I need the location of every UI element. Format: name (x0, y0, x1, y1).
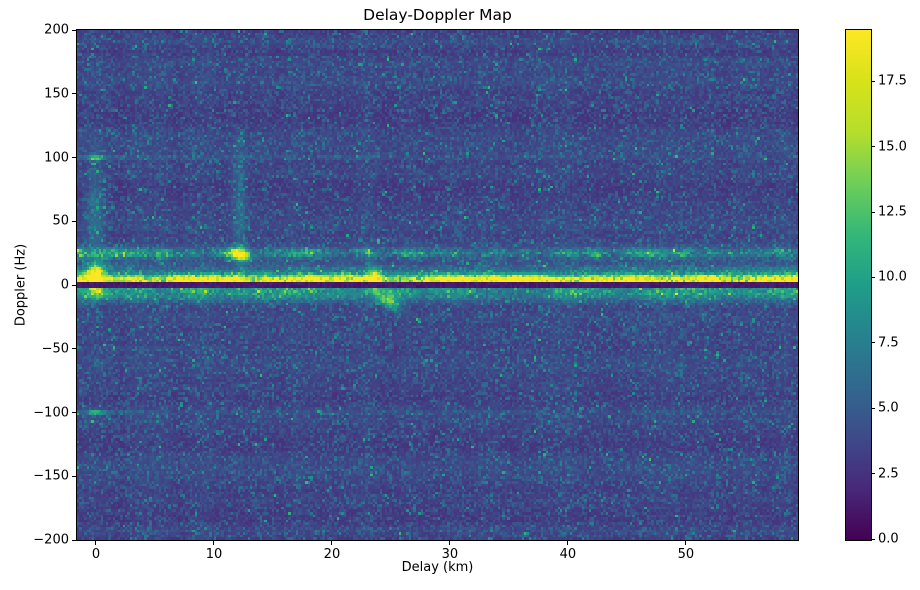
heatmap-canvas (77, 30, 798, 540)
x-tick-label: 50 (677, 547, 695, 562)
x-tick-label: 40 (559, 547, 577, 562)
y-tick-label: 100 (44, 150, 69, 165)
colorbar-tick-mark (871, 342, 875, 344)
x-tick-mark (213, 541, 215, 545)
y-tick-mark (72, 157, 76, 158)
y-tick-label: 50 (52, 213, 69, 229)
x-tick-label: 20 (323, 547, 341, 562)
y-tick-mark (72, 284, 76, 286)
y-tick-label: 150 (44, 86, 69, 102)
y-tick-mark (72, 348, 76, 350)
x-tick-mark (567, 541, 569, 545)
x-tick-mark (331, 541, 333, 545)
y-axis-label: Doppler (Hz) (13, 243, 29, 327)
colorbar-tick-mark (871, 146, 875, 148)
colorbar-tick-label: 17.5 (878, 73, 907, 89)
x-tick-mark (95, 541, 97, 545)
chart-title: Delay-Doppler Map (363, 6, 512, 24)
y-tick-mark (72, 412, 76, 413)
colorbar-tick-mark (871, 211, 875, 213)
colorbar-tick-label: 10.0 (878, 269, 907, 285)
y-tick-label: 200 (44, 22, 69, 38)
y-tick-mark (72, 539, 76, 541)
colorbar-tick-mark (871, 538, 875, 540)
x-tick-label: 10 (205, 547, 223, 562)
colorbar-tick-label: 12.5 (878, 204, 907, 220)
y-tick-mark (72, 29, 76, 31)
y-tick-mark (72, 475, 76, 477)
colorbar (845, 29, 872, 541)
colorbar-tick-label: 15.0 (878, 139, 907, 155)
colorbar-tick-mark (871, 407, 875, 409)
colorbar-tick-label: 0.0 (878, 531, 899, 547)
y-tick-label: 0 (60, 277, 69, 293)
colorbar-tick-label: 5.0 (878, 400, 899, 416)
colorbar-tick-label: 2.5 (878, 466, 899, 482)
y-tick-label: −200 (33, 532, 69, 548)
colorbar-tick-mark (871, 473, 875, 475)
colorbar-tick-mark (871, 276, 875, 278)
y-tick-label: −100 (33, 405, 69, 420)
colorbar-tick-label: 7.5 (878, 335, 899, 351)
x-tick-mark (449, 541, 451, 545)
x-axis-label: Delay (km) (401, 560, 474, 575)
plot-area (76, 29, 799, 541)
y-tick-mark (72, 220, 76, 222)
x-tick-label: 30 (441, 547, 459, 562)
y-tick-label: −50 (41, 341, 69, 357)
x-tick-mark (685, 541, 687, 545)
y-tick-label: −150 (33, 468, 69, 484)
x-tick-label: 0 (91, 547, 101, 562)
colorbar-tick-mark (871, 80, 875, 82)
y-tick-mark (72, 93, 76, 95)
